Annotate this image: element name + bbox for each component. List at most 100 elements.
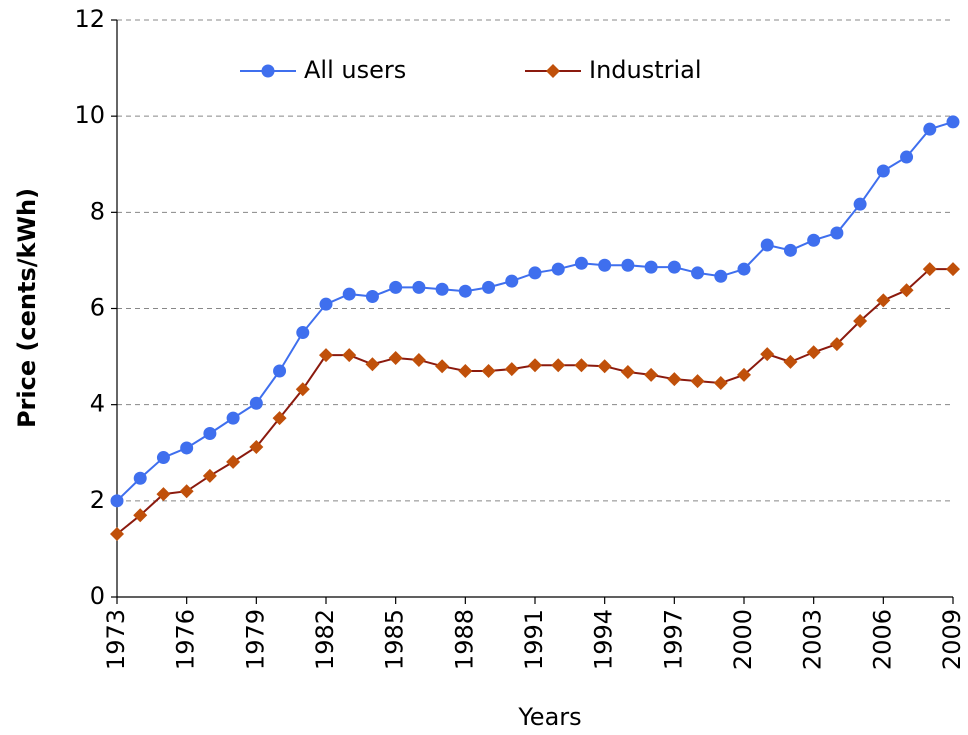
y-tick-label: 6 [90, 294, 105, 322]
data-point [272, 411, 287, 426]
data-point [203, 427, 217, 441]
data-point [899, 283, 914, 298]
data-point [156, 451, 170, 465]
data-point [319, 348, 333, 363]
data-point [551, 358, 566, 373]
data-point [249, 439, 264, 454]
data-point [342, 348, 357, 363]
data-point [412, 280, 426, 294]
data-point [435, 282, 449, 296]
data-point [319, 297, 333, 311]
data-point [829, 337, 844, 352]
legend-label: All users [304, 56, 406, 84]
x-tick-label: 1997 [659, 609, 687, 670]
series-line [116, 120, 954, 502]
data-point [482, 280, 496, 294]
data-point [783, 243, 797, 257]
x-tick-label: 1979 [241, 609, 269, 670]
data-point [690, 374, 705, 389]
data-point [551, 262, 565, 276]
data-point [853, 314, 868, 329]
data-point [853, 197, 867, 211]
data-point [667, 372, 682, 387]
data-point [876, 164, 890, 178]
data-point [667, 260, 681, 274]
data-point [202, 468, 217, 483]
data-point [528, 358, 542, 373]
data-point [249, 396, 263, 410]
y-tick-label: 8 [90, 197, 105, 225]
data-point [133, 508, 148, 523]
data-point [458, 284, 472, 298]
x-tick-label: 1991 [520, 609, 548, 670]
y-tick-label: 2 [90, 486, 105, 514]
data-point [110, 494, 124, 508]
data-point [296, 326, 310, 340]
data-point [505, 274, 519, 288]
x-tick-label: 1982 [311, 609, 339, 670]
y-tick-label: 10 [74, 101, 105, 129]
data-point [597, 359, 612, 374]
data-point [946, 115, 960, 129]
data-point [389, 280, 403, 294]
data-point [644, 367, 659, 382]
legend-label: Industrial [589, 56, 702, 84]
data-point [574, 358, 589, 373]
data-point [737, 367, 751, 382]
x-axis-label: Years [517, 703, 581, 731]
y-tick-label: 12 [74, 5, 105, 33]
data-point [435, 359, 450, 374]
x-tick-label: 2000 [729, 609, 757, 670]
data-point [714, 269, 728, 283]
data-point [922, 262, 937, 277]
data-point [295, 382, 310, 397]
data-point [574, 256, 588, 270]
data-point [621, 258, 635, 272]
data-point [644, 260, 658, 274]
data-point [342, 287, 356, 301]
data-point [900, 150, 914, 164]
data-point [481, 364, 496, 379]
data-point [133, 471, 147, 485]
data-point [458, 364, 473, 379]
x-tick-label: 2003 [799, 609, 827, 670]
data-point [713, 376, 728, 391]
x-tick-label: 1976 [172, 609, 200, 670]
data-point [807, 233, 821, 247]
data-point [411, 352, 426, 367]
data-point [388, 351, 403, 366]
data-point [504, 362, 519, 377]
x-tick-label: 2006 [868, 609, 896, 670]
data-point [598, 258, 612, 272]
y-axis-label: Price (cents/kWh) [13, 188, 41, 428]
data-point [806, 345, 821, 360]
data-point [179, 484, 194, 499]
x-tick-label: 1985 [381, 609, 409, 670]
data-point [830, 226, 844, 240]
x-tick-label: 1988 [450, 609, 478, 670]
data-point [783, 354, 798, 369]
data-point [876, 293, 891, 308]
x-tick-label: 1973 [102, 609, 130, 670]
x-tick-label: 1994 [590, 609, 618, 670]
legend-marker [546, 64, 560, 78]
data-point [180, 441, 194, 455]
data-point [156, 487, 171, 502]
legend-marker [261, 64, 275, 78]
data-point [365, 357, 380, 372]
data-point [226, 454, 241, 469]
data-point [226, 411, 240, 425]
y-tick-label: 4 [90, 390, 105, 418]
data-point [946, 262, 960, 277]
data-point [528, 266, 542, 280]
y-tick-label: 0 [90, 582, 105, 610]
data-point [923, 122, 937, 136]
data-point [737, 262, 751, 276]
data-point [110, 527, 124, 542]
data-point [620, 364, 635, 379]
data-point [273, 364, 287, 378]
x-tick-label: 2009 [938, 609, 966, 670]
data-point [365, 289, 379, 303]
data-point [760, 238, 774, 252]
